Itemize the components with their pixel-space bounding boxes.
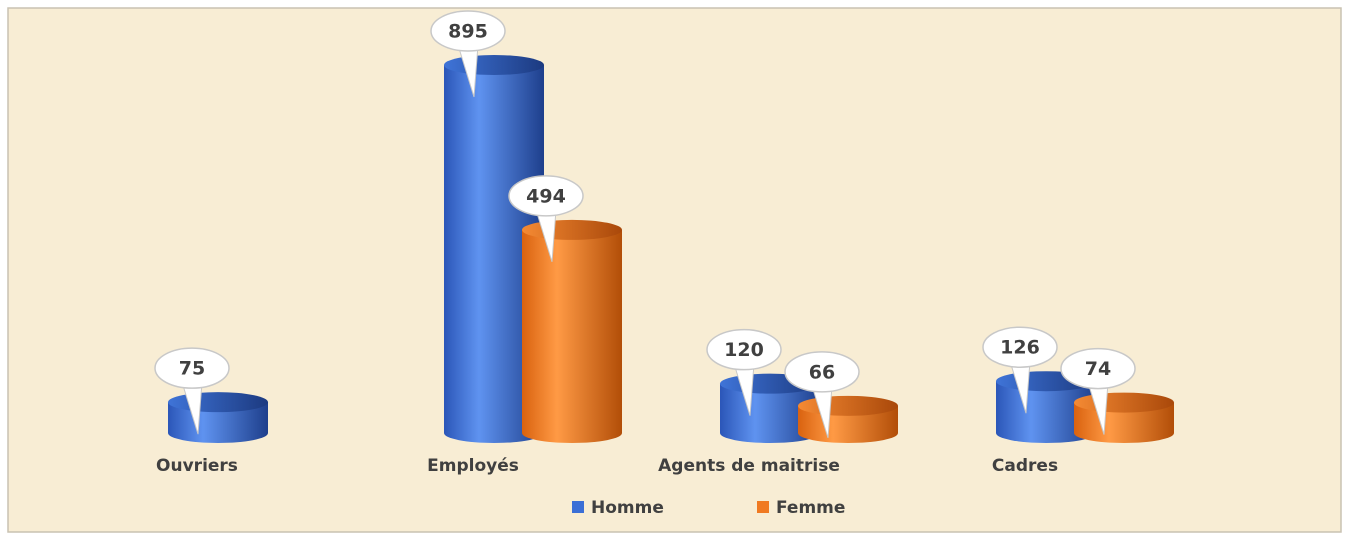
data-label: 75: [179, 358, 205, 380]
cylinder-bar: [1074, 392, 1174, 443]
callout-bubble: [154, 347, 230, 389]
callout-bubble: [982, 326, 1058, 368]
legend-label: Homme: [591, 498, 664, 518]
cylinder-bar: [798, 395, 898, 443]
cylinder-bar: [168, 392, 268, 443]
cylinder-bar: [522, 219, 622, 443]
x-tick-label: Agents de maitrise: [658, 456, 840, 476]
data-label: 126: [1000, 337, 1040, 359]
cylinder-top: [798, 395, 898, 416]
legend-label: Femme: [776, 498, 845, 518]
x-tick-label: Employés: [427, 456, 519, 476]
cylinder-top: [1074, 392, 1174, 413]
callout-cover: [1011, 357, 1029, 366]
callout-bubble: [508, 175, 584, 217]
data-label: 120: [724, 339, 764, 361]
plot-background: [7, 7, 1342, 533]
callout-bubble: [706, 328, 782, 371]
x-tick-label: Cadres: [992, 456, 1058, 476]
callout-bubble: [1060, 347, 1136, 390]
callout-cover: [1089, 378, 1107, 387]
callout-cover: [459, 41, 477, 49]
data-label: 494: [526, 185, 566, 207]
callout-bubble: [430, 10, 506, 52]
callout-cover: [183, 378, 201, 387]
cylinder-top: [522, 219, 622, 240]
cylinder-body: [522, 229, 622, 433]
legend-swatch: [757, 501, 769, 513]
cylinder-top: [444, 55, 544, 75]
callout-cover: [813, 381, 831, 390]
data-label: 74: [1085, 358, 1111, 380]
callout-cover: [735, 359, 753, 368]
x-tick-label: Ouvriers: [156, 456, 238, 476]
callout-cover: [537, 205, 555, 214]
callout-bubble: [784, 351, 860, 393]
legend-swatch: [572, 501, 584, 513]
cylinder-top: [168, 392, 268, 413]
data-label: 895: [448, 21, 488, 43]
data-label: 66: [809, 361, 835, 383]
